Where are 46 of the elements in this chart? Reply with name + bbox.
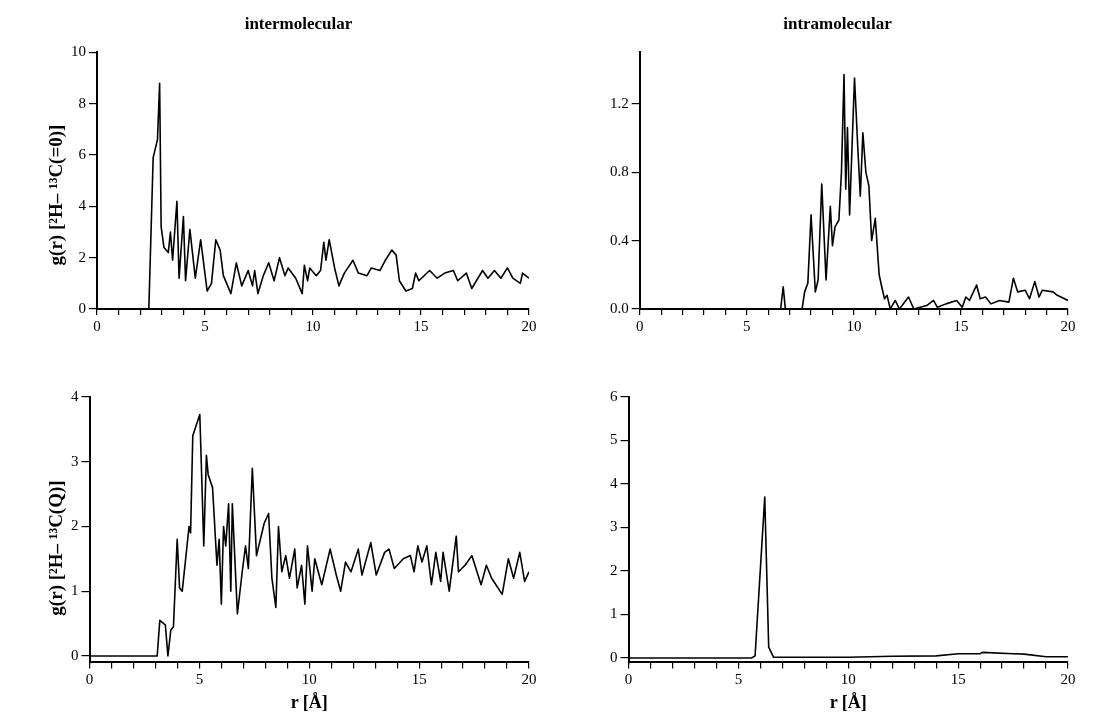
y-axis-title: g(r) [²H– ¹³C(=0)] — [45, 124, 67, 265]
x-axis-title: r [Å] — [290, 691, 328, 712]
y-tick-label: 10 — [71, 43, 86, 60]
y-tick-label: 0 — [71, 646, 79, 663]
x-axis-title: r [Å] — [829, 691, 867, 712]
y-tick-label: 5 — [610, 431, 618, 448]
x-tick-label: 20 — [521, 317, 537, 334]
y-tick-label: 3 — [610, 518, 618, 535]
y-tick-label: 2 — [78, 248, 86, 265]
x-tick-label: 15 — [953, 317, 969, 334]
x-tick-label: 15 — [411, 671, 427, 688]
y-tick-label: 0.8 — [610, 163, 629, 180]
y-tick-label: 0 — [610, 648, 618, 665]
y-tick-label: 2 — [610, 561, 618, 578]
y-tick-label: 0 — [78, 299, 86, 316]
x-tick-label: 15 — [950, 671, 966, 688]
y-tick-label: 4 — [78, 197, 87, 214]
chart-title: intermolecular — [244, 13, 353, 33]
x-tick-label: 5 — [734, 671, 743, 688]
y-tick-label: 2 — [71, 517, 79, 534]
x-tick-label: 0 — [636, 317, 644, 334]
y-tick-label: 0.0 — [610, 299, 629, 316]
y-tick-label: 6 — [78, 145, 87, 162]
y-tick-label: 8 — [78, 94, 86, 111]
x-tick-label: 0 — [93, 317, 101, 334]
x-tick-label: 10 — [305, 317, 321, 334]
x-tick-label: 5 — [743, 317, 751, 334]
x-tick-label: 15 — [413, 317, 429, 334]
x-tick-label: 10 — [301, 671, 317, 688]
y-tick-label: 4 — [71, 387, 79, 404]
x-tick-label: 5 — [201, 317, 209, 334]
y-tick-label: 1.2 — [610, 94, 629, 111]
y-tick-label: 1 — [71, 582, 79, 599]
chart-title: intramolecular — [783, 13, 893, 33]
x-tick-label: 20 — [1060, 317, 1076, 334]
y-tick-label: 0.4 — [610, 231, 630, 248]
x-tick-label: 5 — [195, 671, 204, 688]
x-tick-label: 20 — [521, 671, 537, 688]
y-tick-label: 6 — [610, 387, 618, 404]
y-tick-label: 4 — [610, 474, 618, 491]
y-tick-label: 3 — [71, 452, 79, 469]
y-tick-label: 1 — [610, 605, 618, 622]
y-axis-title: g(r) [²H– ¹³C(Q)] — [45, 479, 67, 616]
x-tick-label: 20 — [1060, 671, 1076, 688]
x-tick-label: 10 — [846, 317, 862, 334]
x-tick-label: 10 — [840, 671, 856, 688]
